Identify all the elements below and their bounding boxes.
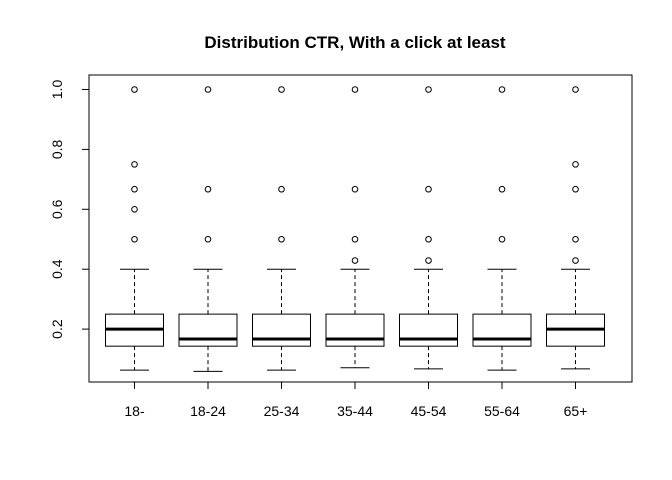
y-tick-label: 0.2 <box>49 319 65 339</box>
outlier-point <box>278 86 285 93</box>
outlier-point <box>572 235 579 243</box>
outlier-point <box>498 86 506 93</box>
x-tick-label: 45-54 <box>411 403 447 419</box>
outlier-point <box>425 185 432 193</box>
outlier-point <box>572 86 579 93</box>
outlier-point <box>351 257 359 264</box>
x-tick-label: 65+ <box>564 403 588 419</box>
x-tick-label: 35-44 <box>337 403 373 419</box>
x-tick-label: 18-24 <box>190 403 226 419</box>
outlier-point <box>572 161 579 168</box>
y-tick-label: 1.0 <box>49 80 65 100</box>
outlier-point <box>131 185 138 193</box>
outlier-point <box>351 86 359 93</box>
x-tick-label: 55-64 <box>484 403 520 419</box>
outlier-point <box>131 206 138 213</box>
outlier-point <box>204 185 212 193</box>
outlier-point <box>278 235 285 243</box>
outlier-point <box>351 185 359 193</box>
outlier-point <box>425 235 432 243</box>
outlier-point <box>425 86 432 93</box>
outlier-point <box>498 185 506 193</box>
chart-title: Distribution CTR, With a click at least <box>204 33 506 52</box>
x-tick-label: 25-34 <box>264 403 300 419</box>
y-tick-label: 0.4 <box>49 259 65 279</box>
outlier-point <box>351 235 359 243</box>
outlier-point <box>204 86 212 93</box>
outlier-point <box>278 185 285 193</box>
outlier-point <box>131 235 138 243</box>
outlier-point <box>131 86 138 93</box>
y-tick-label: 0.6 <box>49 199 65 219</box>
outlier-point <box>572 257 579 264</box>
iqr-box <box>252 313 311 347</box>
iqr-box <box>472 313 532 347</box>
iqr-box <box>399 313 458 347</box>
outlier-point <box>131 161 138 168</box>
iqr-box <box>178 313 238 347</box>
outlier-point <box>425 257 432 264</box>
outlier-point <box>572 185 579 193</box>
iqr-box <box>325 313 385 347</box>
outlier-point <box>204 235 212 243</box>
x-tick-label: 18- <box>124 403 145 419</box>
y-tick-label: 0.8 <box>49 139 65 159</box>
outlier-point <box>498 235 506 243</box>
chart-marks: 0.2 0.4 0.6 0.8 1.0 18- 18-24 25-34 35-44 45-54 55… <box>49 80 605 419</box>
